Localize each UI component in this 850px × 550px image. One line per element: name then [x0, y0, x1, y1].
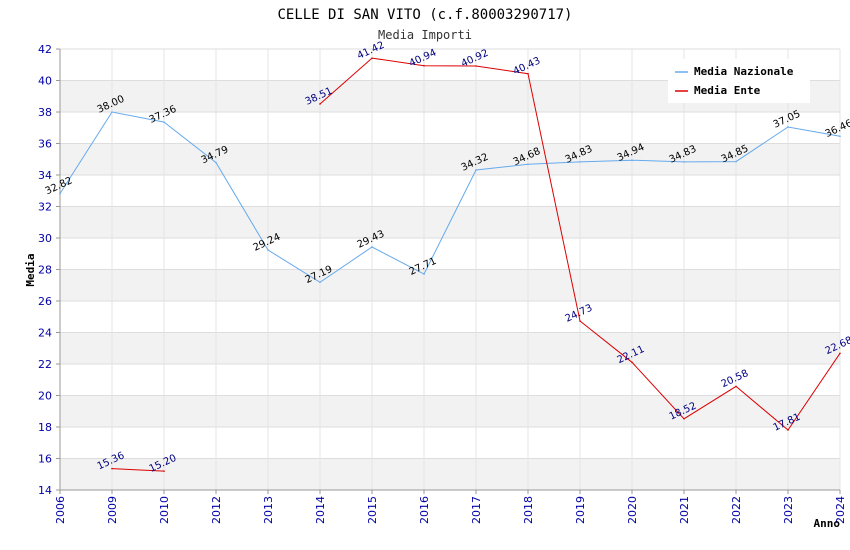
x-tick-label: 2019	[574, 496, 587, 524]
x-tick-label: 2022	[730, 496, 743, 524]
x-tick-label: 2009	[106, 496, 119, 524]
legend-label-media-ente: Media Ente	[694, 84, 761, 97]
x-tick-label: 2017	[470, 496, 483, 524]
plot-band	[60, 112, 840, 144]
y-tick-label: 36	[38, 138, 52, 151]
plot-band	[60, 458, 840, 490]
x-tick-label: 2013	[262, 496, 275, 524]
plot-band	[60, 364, 840, 396]
series-lines	[59, 57, 841, 472]
plot-background	[60, 49, 840, 490]
x-tick-label: 2020	[626, 496, 639, 524]
y-tick-label: 42	[38, 43, 52, 56]
y-tick-label: 20	[38, 390, 52, 403]
y-tick-label: 26	[38, 295, 52, 308]
plot-band	[60, 269, 840, 301]
legend-box	[668, 59, 810, 103]
chart-title: CELLE DI SAN VITO (c.f.80003290717)	[277, 7, 572, 23]
x-tick-label: 2016	[418, 496, 431, 524]
y-tick-label: 22	[38, 358, 52, 371]
series-line-media-nazionale	[59, 111, 841, 283]
y-tick-label: 32	[38, 201, 52, 214]
legend-label-media-nazionale: Media Nazionale	[694, 65, 794, 78]
y-tick-label: 24	[38, 327, 52, 340]
gridlines	[59, 48, 841, 491]
x-axis-label: Anno	[814, 517, 841, 530]
x-tick-label: 2012	[210, 496, 223, 524]
x-tick-label: 2021	[678, 496, 691, 524]
x-tick-label: 2018	[522, 496, 535, 524]
x-tick-label: 2010	[158, 496, 171, 524]
plot-band	[60, 332, 840, 364]
legend: Media Nazionale Media Ente	[668, 59, 810, 103]
y-tick-label: 16	[38, 453, 52, 466]
x-tick-label: 2006	[54, 496, 67, 524]
plot-band	[60, 301, 840, 333]
y-tick-label: 40	[38, 75, 52, 88]
plot-band	[60, 175, 840, 207]
plot-band	[60, 427, 840, 459]
x-tick-label: 2024	[834, 496, 847, 524]
x-tick-label: 2015	[366, 496, 379, 524]
chart-subtitle: Media Importi	[378, 28, 472, 42]
x-tick-label: 2023	[782, 496, 795, 524]
x-tick-label: 2014	[314, 496, 327, 524]
y-tick-label: 18	[38, 421, 52, 434]
y-tick-label: 14	[38, 484, 52, 497]
series-line-media-ente	[319, 57, 841, 431]
y-axis-label: Media	[24, 253, 37, 286]
plot-band	[60, 395, 840, 427]
y-tick-label: 38	[38, 106, 52, 119]
plot-band	[60, 238, 840, 270]
y-tick-label: 30	[38, 232, 52, 245]
plot-band	[60, 143, 840, 175]
y-tick-label: 28	[38, 264, 52, 277]
y-tick-label: 34	[38, 169, 52, 182]
series-line-media-ente	[111, 468, 165, 472]
